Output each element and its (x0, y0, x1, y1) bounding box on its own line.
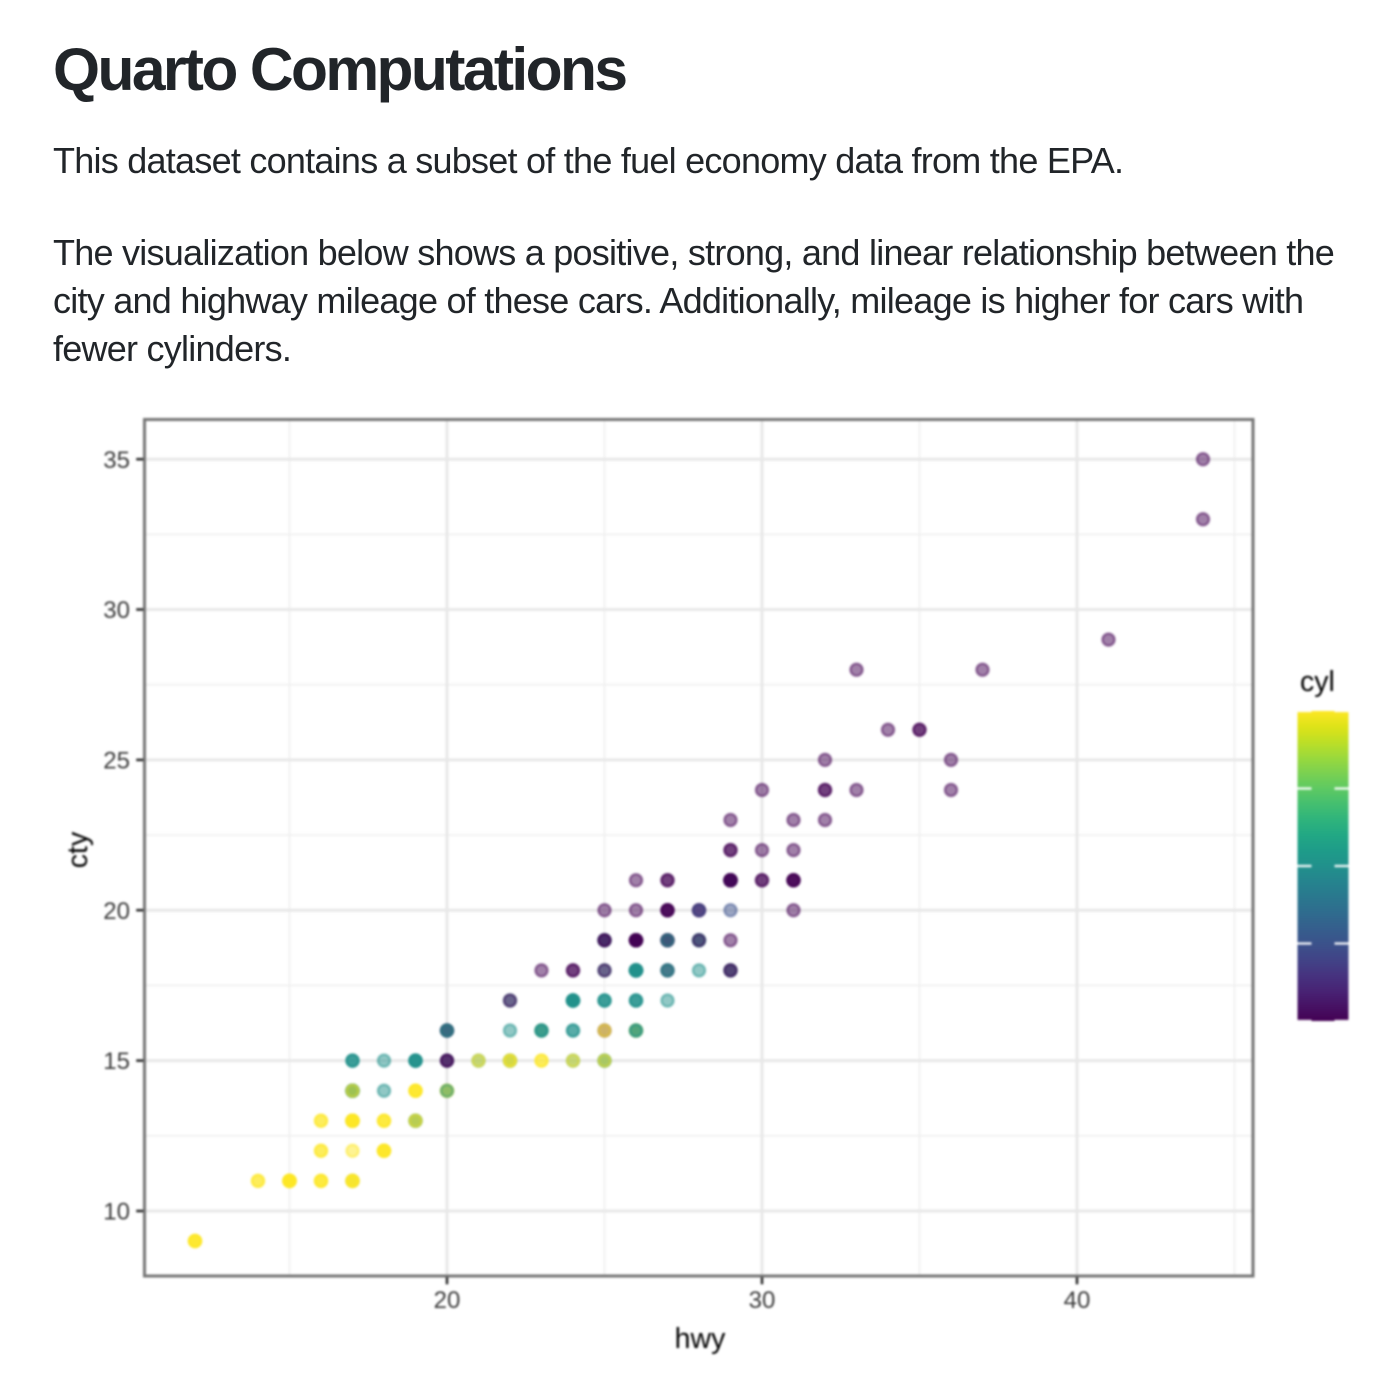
svg-text:30: 30 (749, 1287, 776, 1314)
svg-text:20: 20 (103, 898, 130, 925)
svg-text:cyl: cyl (1300, 666, 1335, 698)
svg-text:25: 25 (103, 748, 130, 775)
svg-text:10: 10 (103, 1199, 130, 1226)
svg-text:cty: cty (62, 831, 94, 868)
svg-text:30: 30 (103, 597, 130, 624)
svg-text:35: 35 (103, 447, 130, 474)
svg-text:20: 20 (434, 1287, 461, 1314)
svg-text:hwy: hwy (675, 1323, 726, 1355)
svg-text:15: 15 (103, 1048, 130, 1075)
svg-text:40: 40 (1064, 1287, 1091, 1314)
